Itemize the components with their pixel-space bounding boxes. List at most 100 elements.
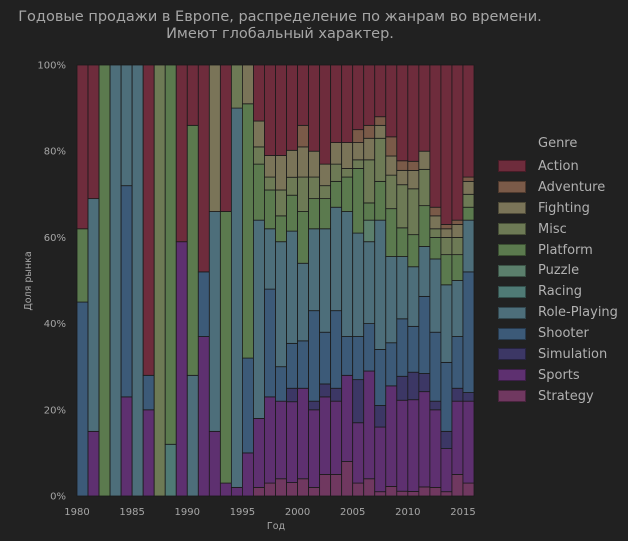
- bar-segment-1981-action: [87, 64, 100, 200]
- bar-segment-2007-sports: [374, 426, 387, 493]
- bar-segment-2004-action: [341, 64, 354, 143]
- bar-segment-2005-misc: [352, 159, 365, 169]
- bar-segment-2002-action: [319, 64, 332, 165]
- bar-segment-2009-action: [396, 64, 409, 162]
- bar-segment-1984-shooter: [120, 185, 133, 398]
- legend-swatch: [498, 160, 526, 173]
- bar-segment-2003-simulation: [330, 387, 343, 402]
- bar-segment-2007-misc: [374, 137, 387, 182]
- bar-segment-1998-shooter: [275, 366, 287, 402]
- bar-segment-1993-platform: [219, 211, 232, 484]
- y-tick-label: 80%: [44, 147, 66, 158]
- bar-segment-1992-fighting: [208, 64, 221, 212]
- legend-label: Platform: [538, 242, 593, 258]
- y-tick-label: 100%: [37, 61, 66, 72]
- y-tick-label: 20%: [44, 405, 66, 416]
- bar-segment-2015-action: [462, 64, 475, 178]
- legend-label: Racing: [538, 284, 582, 300]
- legend-label: Misc: [538, 221, 567, 237]
- legend-item-misc: Misc: [498, 219, 618, 240]
- bar-segment-2008-platform: [385, 208, 398, 257]
- bar-segment-1997-platform: [264, 189, 276, 230]
- bar-segment-2008-shooter: [385, 342, 398, 387]
- bar-segment-2014-platform: [451, 254, 464, 281]
- bar-segment-2000-platform: [297, 211, 309, 264]
- bar-segment-1992-role-playing: [208, 211, 221, 432]
- bar-segment-2010-simulation: [407, 371, 420, 401]
- legend-item-role-playing: Role-Playing: [498, 302, 618, 323]
- bar-segment-1990-role-playing: [186, 374, 199, 497]
- bar-segment-2012-adventure: [429, 206, 442, 217]
- bar-segment-1998-fighting: [275, 155, 287, 191]
- bar-segment-2008-sports: [385, 385, 398, 487]
- legend-label: Puzzle: [538, 263, 580, 279]
- legend-swatch: [498, 264, 526, 277]
- bar-segment-1980-action: [76, 64, 89, 230]
- bar-segment-2005-fighting: [352, 142, 365, 161]
- bar-segment-2014-sports: [451, 400, 464, 475]
- bar-segment-2006-platform: [363, 202, 376, 221]
- bar-segment-2009-sports: [396, 399, 409, 492]
- legend-label: Adventure: [538, 179, 606, 195]
- bar-segment-2004-strategy: [341, 461, 354, 497]
- bar-segment-2007-strategy: [374, 491, 387, 497]
- bar-segment-2002-strategy: [319, 474, 332, 497]
- legend-swatch: [498, 369, 526, 382]
- bar-segment-1996-platform: [253, 163, 265, 221]
- bar-segment-2003-misc: [330, 163, 343, 182]
- bar-segment-2013-simulation: [440, 430, 453, 449]
- bar-segment-2013-misc: [440, 236, 453, 256]
- bar-segment-1986-shooter: [142, 374, 155, 411]
- bar-segment-2010-adventure: [407, 160, 420, 171]
- bar-segment-2013-sports: [440, 448, 453, 493]
- x-tick-label: 1995: [230, 507, 255, 518]
- bar-segment-2006-fighting: [363, 137, 376, 161]
- bar-segment-2003-action: [330, 64, 343, 143]
- bar-segment-1981-role-playing: [87, 198, 100, 432]
- legend-label: Role-Playing: [538, 305, 618, 321]
- legend-item-adventure: Adventure: [498, 177, 618, 198]
- bar-segment-1999-sports: [286, 401, 298, 483]
- bar-segment-2012-action: [429, 64, 442, 208]
- legend-label: Strategy: [538, 388, 594, 404]
- bar-segment-2010-shooter: [407, 325, 420, 373]
- bar-segment-2003-role-playing: [330, 206, 343, 312]
- bar-segment-2013-shooter: [440, 361, 453, 432]
- legend-item-racing: Racing: [498, 281, 618, 302]
- bar-segment-2014-fighting: [451, 224, 464, 238]
- legend-label: Shooter: [538, 326, 589, 342]
- x-tick-label: 1980: [64, 507, 89, 518]
- bar-segment-1992-sports: [208, 430, 221, 497]
- bar-segment-2005-shooter: [352, 336, 365, 381]
- bar-segment-2000-adventure: [297, 124, 309, 148]
- bar-segment-2007-adventure: [374, 116, 387, 126]
- bar-segment-2000-action: [297, 64, 309, 126]
- bar-segment-2014-action: [451, 64, 464, 221]
- chart-title-line-1: Годовые продажи в Европе, распределение …: [18, 9, 542, 25]
- bar-segment-1980-platform: [76, 228, 89, 303]
- bar-segment-1989-action: [175, 64, 188, 243]
- chart-title-line-2: Имеют глобальный характер.: [166, 26, 394, 42]
- bar-segment-2005-platform: [352, 168, 365, 234]
- bar-segment-2001-shooter: [308, 310, 321, 402]
- bar-segment-1991-shooter: [197, 271, 210, 337]
- bar-segment-2000-misc: [297, 176, 309, 212]
- bar-segment-2005-sports: [352, 422, 365, 484]
- bar-segment-2011-simulation: [418, 373, 431, 393]
- bar-segment-2002-misc: [319, 185, 332, 200]
- bar-segment-2000-sports: [297, 387, 309, 480]
- bar-segment-1984-role-playing: [120, 64, 133, 187]
- bar-segment-2010-platform: [407, 234, 420, 268]
- bar-segment-2014-adventure: [451, 219, 464, 225]
- bar-segment-2009-platform: [396, 227, 409, 257]
- bar-segment-2013-role-playing: [440, 284, 453, 363]
- bar-segment-1998-action: [275, 64, 287, 156]
- bar-segment-2011-platform: [418, 205, 431, 247]
- legend-item-puzzle: Puzzle: [498, 260, 618, 281]
- bar-segment-1996-sports: [253, 418, 265, 488]
- bar-segment-2015-sports: [462, 400, 475, 484]
- bar-segment-2003-fighting: [330, 142, 343, 165]
- legend-item-fighting: Fighting: [498, 198, 618, 219]
- bar-segment-2006-sports: [363, 370, 376, 480]
- bar-segment-2009-fighting: [396, 169, 409, 186]
